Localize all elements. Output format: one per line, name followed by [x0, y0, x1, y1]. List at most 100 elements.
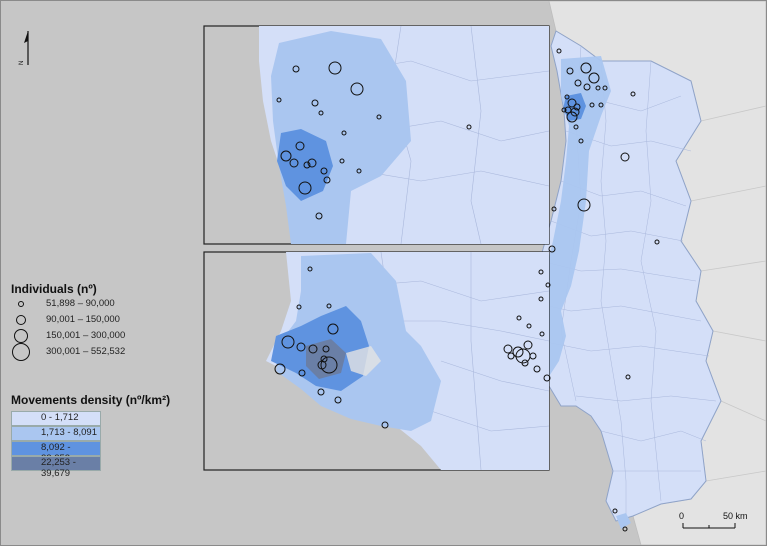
individuals-circle — [556, 48, 562, 54]
individuals-circle — [381, 421, 389, 429]
individuals-circle — [274, 363, 286, 375]
individuals-circle — [654, 239, 660, 245]
individuals-circle — [574, 79, 582, 87]
individuals-circle — [320, 167, 328, 175]
individuals-circle — [289, 158, 299, 168]
individuals-circle — [595, 85, 601, 91]
legend-density-swatch: 22,253 - 39,679 — [11, 456, 101, 479]
legend-circle-symbol — [14, 329, 28, 343]
individuals-circle — [307, 158, 317, 168]
individuals-circle — [341, 130, 347, 136]
individuals-circle — [320, 356, 338, 374]
legend-density-swatch: 0 - 1,712 — [11, 411, 101, 426]
legend-circle-symbol — [18, 301, 24, 307]
individuals-circle — [320, 355, 328, 363]
individual-circles — [274, 48, 660, 532]
scale-end-label: 50 km — [723, 511, 748, 521]
legend-density-label: 1,713 - 8,091 — [41, 427, 97, 438]
individuals-circle — [328, 61, 342, 75]
scale-start-label: 0 — [679, 511, 685, 521]
individuals-circle — [315, 212, 323, 220]
legend-individuals-label: 150,001 – 300,000 — [46, 330, 126, 341]
mainland-density-algarve — [616, 513, 631, 529]
individuals-circle — [523, 340, 533, 350]
individuals-circle — [295, 141, 305, 151]
individuals-circle — [529, 352, 537, 360]
individuals-circle — [326, 303, 332, 309]
individuals-circle — [630, 91, 636, 97]
individuals-circle — [503, 344, 513, 354]
individuals-circle — [298, 369, 306, 377]
individuals-circle — [564, 94, 570, 100]
individuals-circle — [339, 158, 345, 164]
individuals-circle — [280, 150, 292, 162]
individuals-circle — [292, 65, 300, 73]
individuals-circle — [507, 352, 515, 360]
inset-porto[interactable] — [203, 25, 550, 245]
individuals-circle — [566, 67, 574, 75]
inset-lisbon[interactable] — [203, 251, 550, 471]
north-arrow-icon — [24, 31, 29, 65]
individuals-circle — [538, 269, 544, 275]
individuals-circle — [566, 111, 578, 123]
individuals-circle — [334, 396, 342, 404]
individuals-circle — [307, 266, 313, 272]
individuals-circle — [350, 82, 364, 96]
legend-density-label: 0 - 1,712 — [41, 412, 79, 423]
individuals-circle — [548, 245, 556, 253]
individuals-circle — [602, 85, 608, 91]
legend-individuals-label: 51,898 – 90,000 — [46, 298, 115, 309]
individuals-circle — [323, 176, 331, 184]
individuals-circle — [296, 304, 302, 310]
individuals-legend-title: Individuals (nº) — [11, 282, 97, 296]
individuals-circle — [376, 114, 382, 120]
legend-circle-symbol — [12, 343, 30, 361]
individuals-circle — [318, 110, 324, 116]
individuals-circle — [545, 282, 551, 288]
individuals-circle — [580, 62, 592, 74]
legend-density-swatch: 1,713 - 8,091 — [11, 426, 101, 441]
individuals-circle — [543, 374, 551, 382]
individuals-circle — [561, 107, 567, 113]
individuals-circle — [281, 335, 295, 349]
individuals-circle — [308, 344, 318, 354]
individuals-circle — [551, 206, 557, 212]
individuals-circle — [298, 181, 312, 195]
individuals-circle — [588, 72, 600, 84]
individuals-circle — [573, 103, 581, 111]
individuals-circle — [578, 138, 584, 144]
individuals-circle — [620, 152, 630, 162]
legend-individuals-label: 90,001 – 150,000 — [46, 314, 120, 325]
individuals-circle — [322, 345, 330, 353]
portugal-mainland — [500, 30, 722, 522]
individuals-circle — [622, 526, 628, 532]
individuals-circle — [612, 508, 618, 514]
individuals-circle — [538, 296, 544, 302]
individuals-circle — [589, 102, 595, 108]
north-label: N — [19, 61, 25, 65]
individuals-circle — [317, 388, 325, 396]
individuals-circle — [567, 98, 577, 108]
individuals-circle — [311, 99, 319, 107]
individuals-circle — [303, 161, 311, 169]
individuals-circle — [516, 315, 522, 321]
individuals-circle — [526, 323, 532, 329]
spain-boundary-lines — [690, 105, 766, 482]
individuals-circle — [327, 323, 339, 335]
individuals-circle — [533, 365, 541, 373]
individuals-circle — [296, 342, 306, 352]
legend-density-swatch: 8,092 - 22,252 — [11, 441, 101, 464]
individuals-circle — [583, 83, 591, 91]
individuals-circle — [598, 102, 604, 108]
legend-density-label: 22,253 - 39,679 — [41, 457, 76, 479]
individuals-circle — [512, 346, 524, 358]
density-legend-title: Movements density (nº/km²) — [11, 393, 171, 407]
legend-individuals-label: 300,001 – 552,532 — [46, 346, 126, 357]
legend-circle-symbol — [16, 315, 26, 325]
individuals-circle — [276, 97, 282, 103]
scale-bar — [682, 523, 736, 529]
individuals-circle — [521, 359, 529, 367]
individuals-circle — [466, 124, 472, 130]
